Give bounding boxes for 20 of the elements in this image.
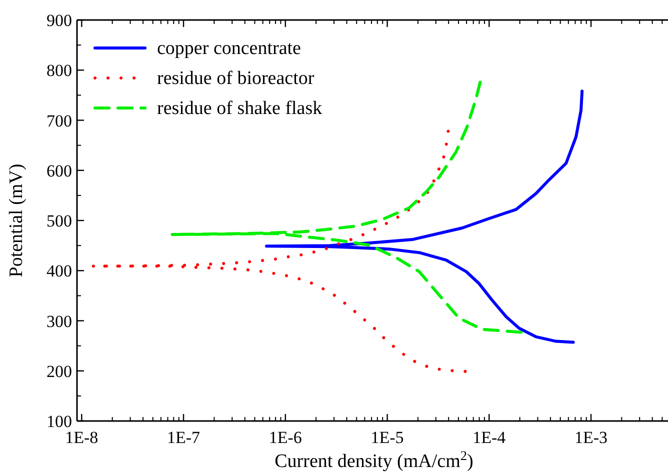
y-tick-label: 800 — [46, 61, 72, 80]
x-tick-label: 1E-8 — [65, 428, 98, 447]
y-tick-label: 400 — [46, 262, 72, 281]
legend-label: residue of shake flask — [157, 98, 323, 119]
x-tick-label: 1E-4 — [472, 428, 506, 447]
x-axis-title: Current density (mA/cm$^{2}$) — [274, 448, 474, 472]
y-tick-label: 900 — [46, 11, 72, 30]
x-tick-label: 1E-6 — [268, 428, 302, 447]
x-tick-label: 1E-5 — [370, 428, 404, 447]
x-tick-label: 1E-3 — [574, 428, 608, 447]
y-tick-label: 500 — [46, 212, 72, 230]
y-axis-title: Potential (mV) — [6, 164, 27, 278]
y-tick-label: 100 — [46, 412, 72, 431]
y-tick-label: 700 — [46, 111, 72, 130]
y-tick-label: 200 — [46, 362, 72, 381]
legend-label: copper concentrate — [157, 38, 301, 59]
y-tick-label: 600 — [46, 161, 72, 180]
y-tick-label: 300 — [46, 312, 72, 331]
legend-label: residue of bioreactor — [157, 68, 315, 89]
x-tick-label: 1E-7 — [167, 428, 201, 447]
